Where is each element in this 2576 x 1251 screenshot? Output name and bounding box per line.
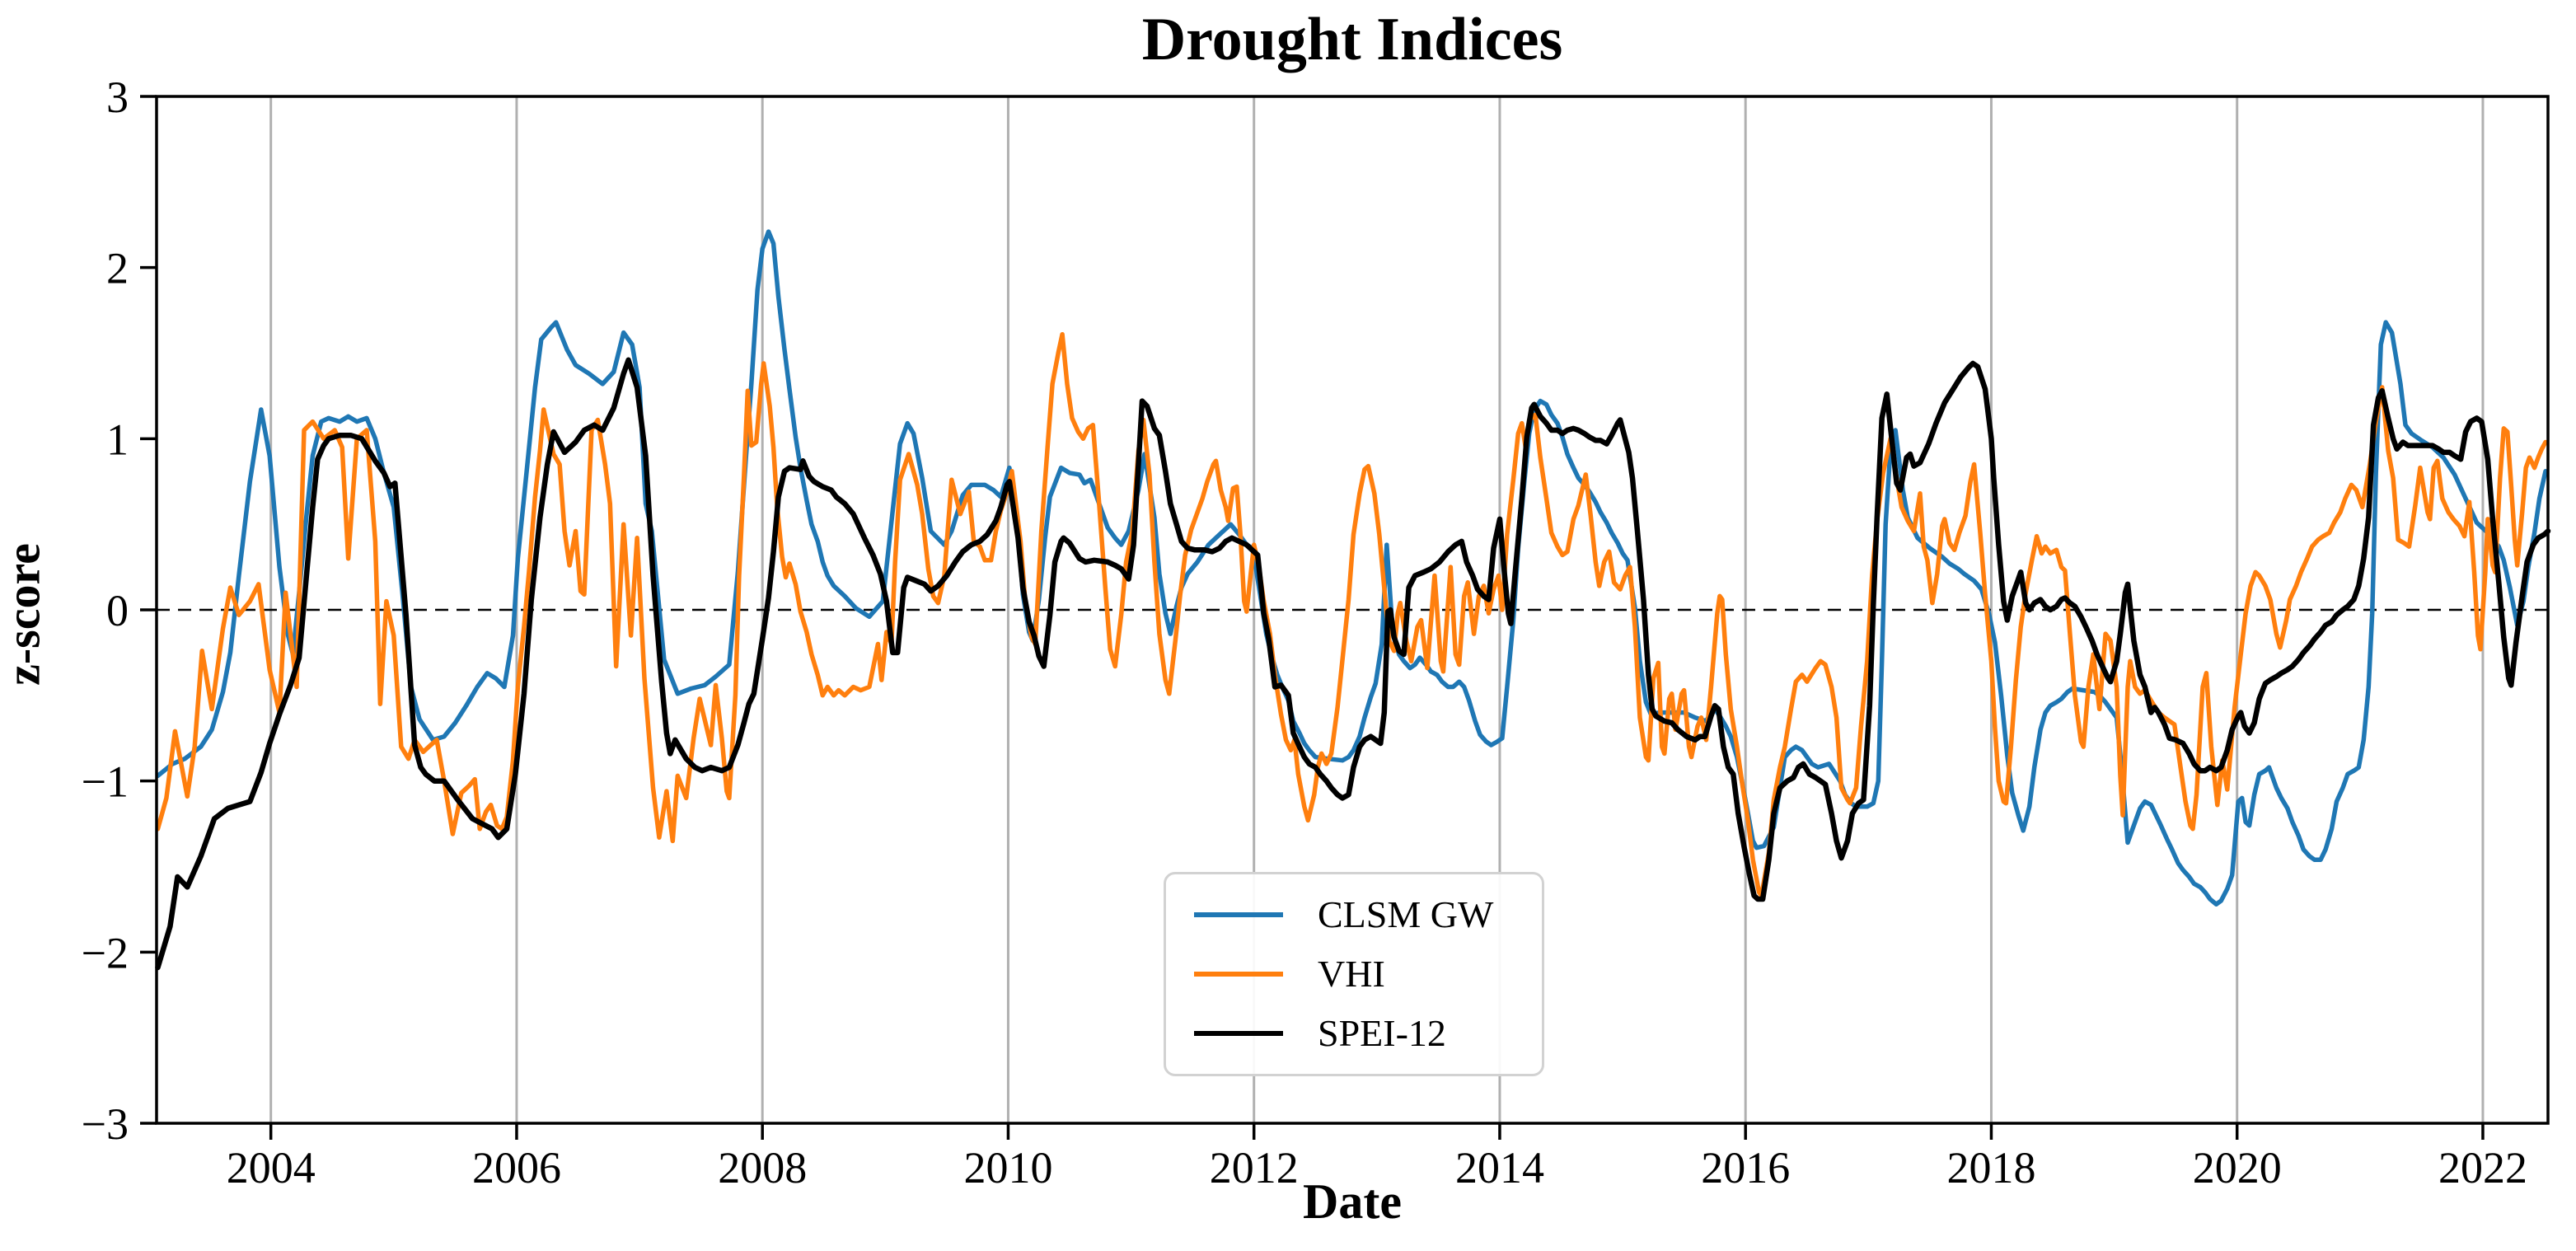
y-tick-label: −1 [82, 757, 129, 807]
legend-item-vhi: VHI [1194, 955, 1542, 993]
x-tick-label: 2006 [472, 1143, 561, 1192]
x-tick-label: 2018 [1946, 1143, 2035, 1192]
x-axis-label: Date [1303, 1174, 1402, 1229]
y-tick-label: −2 [82, 928, 129, 977]
series-line-spei-12 [155, 357, 2551, 971]
legend-item-spei-12: SPEI-12 [1194, 1014, 1542, 1052]
chart-title: Drought Indices [1141, 6, 1563, 73]
x-tick-label: 2010 [963, 1143, 1052, 1192]
x-tick-label: 2014 [1455, 1143, 1544, 1192]
x-tick-label: 2008 [718, 1143, 807, 1192]
x-tick-label: 2012 [1210, 1143, 1299, 1192]
y-tick-label: −3 [82, 1099, 129, 1149]
legend-line-swatch-clsm-gw [1194, 912, 1283, 917]
series-line-vhi [155, 331, 2548, 898]
y-tick-label: 2 [106, 244, 129, 293]
y-tick-label: 0 [106, 586, 129, 635]
x-tick-label: 2016 [1701, 1143, 1790, 1192]
y-axis-label: z-score [0, 543, 50, 686]
y-tick-label: 3 [106, 73, 129, 122]
x-tick-label: 2020 [2193, 1143, 2282, 1192]
x-tick-label: 2022 [2438, 1143, 2527, 1192]
legend-line-swatch-spei-12 [1194, 1030, 1283, 1037]
series-line-clsm-gw [155, 229, 2548, 907]
legend-label-vhi: VHI [1318, 953, 1385, 995]
legend-label-spei-12: SPEI-12 [1318, 1012, 1446, 1054]
x-tick-label: 2004 [227, 1143, 316, 1192]
y-tick-label: 1 [106, 415, 129, 464]
legend: CLSM GW VHI SPEI-12 [1164, 872, 1544, 1076]
legend-item-clsm-gw: CLSM GW [1194, 896, 1542, 934]
legend-label-clsm-gw: CLSM GW [1318, 893, 1494, 935]
legend-line-swatch-vhi [1194, 972, 1283, 977]
